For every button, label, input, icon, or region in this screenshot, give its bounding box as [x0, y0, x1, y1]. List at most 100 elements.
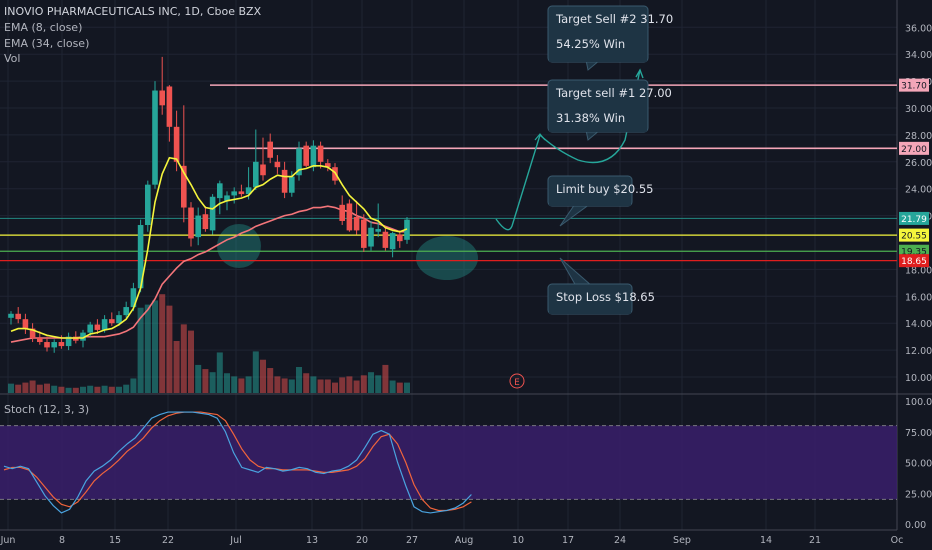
volume-bar [15, 384, 22, 393]
earnings-event-label: E [514, 378, 520, 388]
price-tick-label: 18.00 [905, 265, 932, 276]
volume-bar [396, 382, 403, 393]
ema34-indicator-label[interactable]: EMA (34, close) [4, 37, 90, 50]
candle-up [245, 167, 252, 200]
volume-bar [116, 386, 122, 393]
stoch-tick-label: 25.00 [905, 489, 932, 500]
candle-down [159, 56, 165, 115]
candle-down [260, 137, 266, 181]
candle-up [145, 180, 151, 232]
volume-bar [108, 386, 115, 393]
candle-body [274, 161, 281, 168]
candle-up [368, 220, 374, 251]
candle-down [274, 155, 281, 174]
candle-up [195, 207, 201, 246]
candle-down [37, 331, 43, 345]
volume-bar [202, 369, 209, 393]
price-level-tag-text: 20.55 [901, 232, 927, 242]
stoch-tick-label: 75.00 [905, 428, 932, 439]
callout-text: Stop Loss $18.65 [556, 290, 655, 304]
price-level-tag: 18.65 [899, 254, 929, 268]
candle-down [181, 105, 187, 223]
symbol-title[interactable]: INOVIO PHARMACEUTICALS INC, 1D, Cboe BZX [4, 5, 262, 18]
candle-down [15, 307, 21, 324]
volume-bar [238, 378, 245, 393]
volume-bar [166, 305, 173, 393]
time-tick-label: 13 [306, 535, 318, 546]
price-tick-label: 10.00 [905, 373, 932, 384]
volume-bar [173, 341, 180, 393]
stoch-tick-label: 50.00 [905, 459, 932, 470]
candle-body [289, 176, 295, 193]
candle-body [94, 324, 101, 330]
candle-down [29, 323, 36, 343]
candle-body [339, 204, 345, 221]
callout-text: Target Sell #2 31.70 [555, 12, 673, 26]
time-tick-label: 8 [59, 535, 65, 546]
price-level-tag: 21.79 [899, 211, 929, 225]
stoch-d-line [3, 411, 472, 512]
stoch-k-line [3, 411, 472, 514]
volume-bar [324, 379, 331, 393]
candle-down [325, 159, 331, 172]
volume-indicator-label[interactable]: Vol [4, 52, 21, 65]
price-level-tag-bg [899, 78, 929, 92]
candle-body [368, 227, 374, 247]
price-level-tag: 27.00 [899, 141, 929, 155]
volume-bar [130, 378, 137, 393]
volume-bar [65, 387, 72, 393]
time-tick-label: 14 [760, 535, 772, 546]
candle-body [397, 234, 403, 242]
candle-up [152, 81, 158, 189]
candle-body [245, 187, 252, 195]
callout-text: 54.25% Win [556, 37, 625, 51]
candle-up [8, 311, 14, 325]
candle-down [353, 200, 360, 235]
candle-body [253, 161, 259, 188]
price-tick-label: 12.00 [905, 346, 932, 357]
time-tick-label: 21 [809, 535, 821, 546]
candle-body [267, 141, 273, 158]
candle-body [231, 191, 237, 196]
forecast-arrow-icon [635, 68, 644, 79]
price-level-tag-bg [899, 254, 929, 268]
volume-bar [188, 330, 194, 393]
volume-bar [195, 364, 202, 393]
candle-body [58, 342, 65, 347]
ema8-indicator-label[interactable]: EMA (8, close) [4, 21, 83, 34]
price-tick-label: 26.00 [905, 158, 932, 169]
candle-up [51, 339, 57, 353]
volume-bar [72, 387, 79, 393]
limit-buy-callout: Limit buy $20.55 [547, 175, 653, 227]
candle-body [15, 313, 21, 320]
stoch-tick-label: 0.00 [905, 520, 926, 531]
time-tick-label: Sep [673, 535, 691, 546]
price-level-tag: 31.70 [899, 78, 929, 92]
candle-up [65, 332, 72, 351]
volume-bar [260, 359, 266, 393]
volume-bar [144, 304, 151, 393]
price-level-tag-bg [899, 211, 929, 225]
candle-body [188, 207, 194, 239]
stoch-indicator-label[interactable]: Stoch (12, 3, 3) [4, 403, 90, 416]
volume-bar [360, 375, 367, 393]
candle-up [209, 194, 216, 235]
candle-body [65, 336, 72, 347]
volume-bar [245, 376, 252, 393]
candle-down [94, 319, 101, 334]
candle-body [281, 169, 288, 193]
candle-down [382, 226, 389, 251]
candle-up [137, 219, 144, 293]
price-tick-label: 34.00 [905, 50, 932, 61]
candle-body [51, 342, 57, 348]
candle-body [123, 307, 129, 316]
time-tick-label: Jun [0, 535, 15, 546]
time-tick-label: 10 [512, 535, 524, 546]
candle-down [361, 214, 367, 252]
volume-bar [80, 386, 86, 393]
price-tick-label: 30.00 [905, 104, 932, 115]
candle-down [267, 133, 273, 164]
candle-body [130, 288, 137, 308]
candle-down [202, 206, 209, 232]
